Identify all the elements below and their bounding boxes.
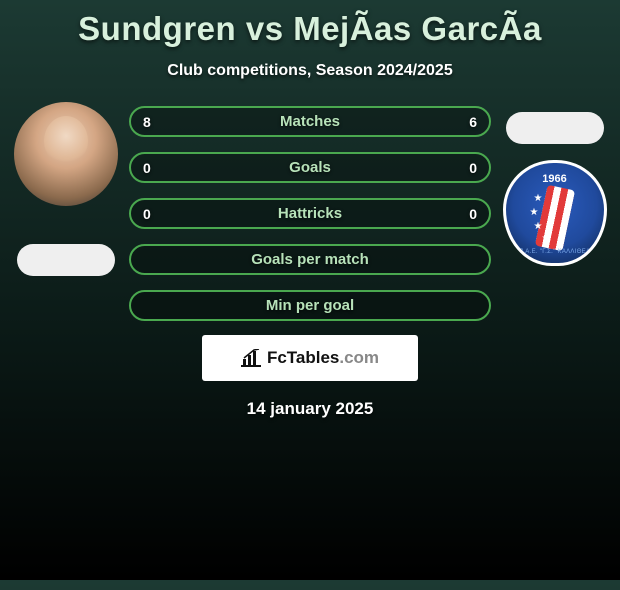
logo-text: FcTables.com bbox=[267, 348, 379, 368]
stat-pill: 8 Matches 6 bbox=[129, 106, 491, 137]
date-label: 14 january 2025 bbox=[0, 399, 620, 419]
badge-year: 1966 bbox=[506, 173, 604, 185]
club-badge: 1966 ★ ★ ★ ★ Π.Α.Ε. "Γ.Σ." ΚΑΛΛΙΘΕΑ bbox=[503, 160, 607, 266]
star-icon: ★ bbox=[534, 193, 543, 204]
stat-label: Goals per match bbox=[251, 251, 369, 268]
player-avatar bbox=[14, 102, 118, 206]
stat-label: Min per goal bbox=[266, 297, 354, 314]
page-title: Sundgren vs MejÃ­as GarcÃ­a bbox=[0, 10, 620, 48]
player-flag bbox=[506, 112, 604, 144]
star-icon: ★ bbox=[530, 207, 539, 218]
stat-value-left: 8 bbox=[143, 114, 151, 130]
stats-column: 8 Matches 6 0 Goals 0 0 Hattricks 0 Goals per mat… bbox=[123, 102, 497, 321]
stat-value-left: 0 bbox=[143, 160, 151, 176]
right-player-column: 1966 ★ ★ ★ ★ Π.Α.Ε. "Γ.Σ." ΚΑΛΛΙΘΕΑ bbox=[497, 102, 612, 266]
stat-pill: 0 Hattricks 0 bbox=[129, 198, 491, 229]
stat-pill: Goals per match bbox=[129, 244, 491, 275]
stat-pill: Min per goal bbox=[129, 290, 491, 321]
comparison-row: 8 Matches 6 0 Goals 0 0 Hattricks 0 Goals per mat… bbox=[0, 102, 620, 321]
stat-label: Goals bbox=[289, 159, 331, 176]
stat-value-right: 6 bbox=[469, 114, 477, 130]
left-player-column bbox=[8, 102, 123, 276]
player-flag bbox=[17, 244, 115, 276]
stat-value-right: 0 bbox=[469, 160, 477, 176]
chart-icon bbox=[241, 349, 261, 367]
star-icon: ★ bbox=[534, 221, 543, 232]
stat-value-right: 0 bbox=[469, 206, 477, 222]
stat-pill: 0 Goals 0 bbox=[129, 152, 491, 183]
star-icon: ★ bbox=[542, 233, 551, 244]
stat-label: Matches bbox=[280, 113, 340, 130]
stat-label: Hattricks bbox=[278, 205, 342, 222]
subtitle: Club competitions, Season 2024/2025 bbox=[0, 62, 620, 80]
badge-text: Π.Α.Ε. "Γ.Σ." ΚΑΛΛΙΘΕΑ bbox=[506, 249, 604, 255]
stat-value-left: 0 bbox=[143, 206, 151, 222]
fctables-logo: FcTables.com bbox=[202, 335, 418, 381]
